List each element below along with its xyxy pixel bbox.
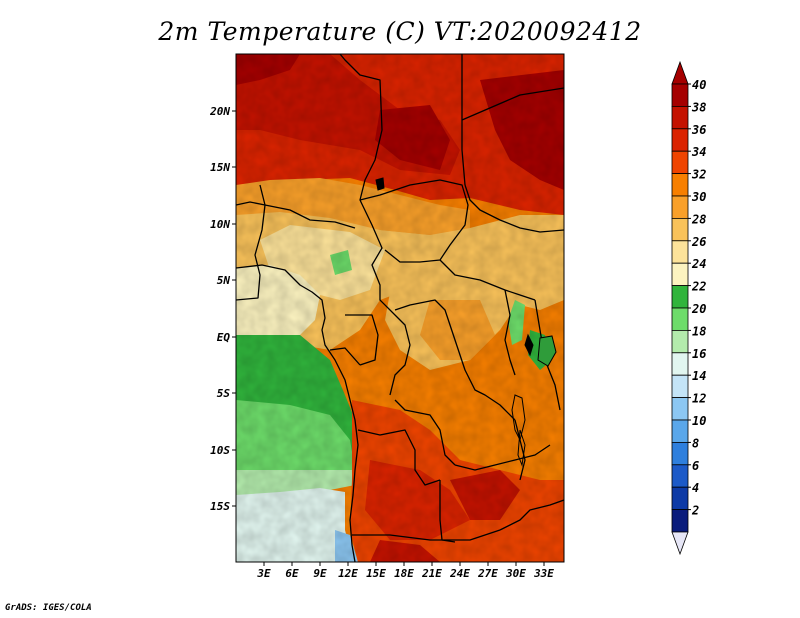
svg-text:33E: 33E xyxy=(533,567,554,580)
lat-label-15n: 15N xyxy=(210,161,236,174)
map-frame xyxy=(235,53,565,563)
lat-label-5n: 5N xyxy=(217,274,236,287)
lon-label-6e: 6E xyxy=(285,562,299,580)
lon-label-21e: 21E xyxy=(421,562,442,580)
colorbar-label: 32 xyxy=(691,168,706,182)
colorbar-swatch xyxy=(671,329,689,354)
colorbar-label: 10 xyxy=(692,414,706,428)
map-title: 2m Temperature (C) VT:2020092412 xyxy=(158,17,642,46)
colorbar-swatch xyxy=(671,509,689,533)
svg-text:20N: 20N xyxy=(209,105,230,118)
svg-text:18E: 18E xyxy=(394,567,414,580)
svg-text:9E: 9E xyxy=(313,567,327,580)
lon-label-18e: 18E xyxy=(394,562,414,580)
colorbar-labels: 40 38 36 34 32 30 28 26 24 22 20 18 16 14 12 10 8 6 4 2 xyxy=(688,78,706,518)
grads-credit: GrADS: IGES/COLA xyxy=(5,603,92,613)
colorbar-label: 12 xyxy=(692,392,706,406)
colorbar-swatch xyxy=(671,486,689,511)
lon-label-33e: 33E xyxy=(533,562,554,580)
lon-label-12e: 12E xyxy=(338,562,358,580)
colorbar-swatch xyxy=(671,240,689,264)
svg-text:5N: 5N xyxy=(217,274,231,287)
colorbar-swatch xyxy=(671,128,689,152)
lat-label-10n: 10N xyxy=(210,218,236,231)
svg-text:10N: 10N xyxy=(210,218,230,231)
lon-label-27e: 27E xyxy=(477,562,498,580)
colorbar-swatch xyxy=(671,217,689,242)
colorbar-label: 20 xyxy=(691,302,706,316)
lon-label-24e: 24E xyxy=(449,562,470,580)
lat-label-eq: EQ xyxy=(217,331,236,344)
colorbar-label: 6 xyxy=(692,459,699,473)
lon-label-3e: 3E xyxy=(256,562,271,580)
colorbar-label: 4 xyxy=(692,481,699,495)
svg-text:15S: 15S xyxy=(210,500,230,513)
colorbar-label: 36 xyxy=(691,123,706,137)
colorbar-label: 28 xyxy=(691,212,706,226)
svg-text:15N: 15N xyxy=(210,161,230,174)
svg-text:30E: 30E xyxy=(505,567,526,580)
colorbar: 40 38 36 34 32 30 28 26 24 22 20 18 16 14 12 10 8 6 4 2 xyxy=(671,60,706,556)
colorbar-label: 34 xyxy=(691,145,706,159)
colorbar-label: 26 xyxy=(691,235,706,249)
colorbar-top-cap xyxy=(671,60,689,85)
svg-text:21E: 21E xyxy=(421,567,442,580)
colorbar-swatch xyxy=(671,150,689,174)
colorbar-swatch xyxy=(671,262,689,287)
svg-text:27E: 27E xyxy=(477,567,498,580)
colorbar-swatch xyxy=(671,173,689,197)
longitude-axis: 3E 6E 9E 12E 15E 18E 21E 24E 27E 30E 33E xyxy=(256,562,554,580)
colorbar-swatch xyxy=(671,83,689,107)
lat-label-5s: 5S xyxy=(217,387,236,400)
colorbar-label: 30 xyxy=(691,190,706,204)
svg-text:3E: 3E xyxy=(256,567,271,580)
colorbar-label: 18 xyxy=(692,324,706,338)
svg-text:12E: 12E xyxy=(338,567,358,580)
svg-text:10S: 10S xyxy=(210,444,230,457)
colorbar-label: 22 xyxy=(691,280,706,294)
svg-text:15E: 15E xyxy=(366,567,386,580)
svg-text:6E: 6E xyxy=(285,567,299,580)
lat-label-15s: 15S xyxy=(210,500,236,513)
colorbar-label: 14 xyxy=(692,369,706,383)
colorbar-label: 8 xyxy=(692,436,699,450)
colorbar-swatch xyxy=(671,419,689,443)
colorbar-label: 24 xyxy=(691,257,706,271)
lat-label-10s: 10S xyxy=(210,444,236,457)
colorbar-swatches xyxy=(671,83,689,533)
temperature-field xyxy=(236,54,564,562)
lon-label-30e: 30E xyxy=(505,562,526,580)
colorbar-label: 40 xyxy=(692,78,706,92)
colorbar-label: 2 xyxy=(691,504,699,518)
colorbar-swatch xyxy=(671,106,689,130)
colorbar-swatch xyxy=(671,285,689,309)
colorbar-swatch xyxy=(671,307,689,331)
colorbar-label: 38 xyxy=(691,100,706,114)
lat-label-20n: 20N xyxy=(209,105,236,118)
svg-text:24E: 24E xyxy=(449,567,470,580)
lon-label-15e: 15E xyxy=(366,562,386,580)
svg-text:EQ: EQ xyxy=(217,331,231,344)
colorbar-swatch xyxy=(671,397,689,421)
colorbar-swatch xyxy=(671,352,689,376)
colorbar-swatch xyxy=(671,195,689,219)
svg-text:5S: 5S xyxy=(217,387,231,400)
colorbar-swatch xyxy=(671,464,689,488)
colorbar-swatch xyxy=(671,374,689,399)
colorbar-bottom-cap xyxy=(671,531,689,556)
latitude-axis: 20N 15N 10N 5N EQ 5S 10S 15S xyxy=(209,105,236,513)
lon-label-9e: 9E xyxy=(313,562,327,580)
colorbar-label: 16 xyxy=(692,347,706,361)
colorbar-swatch xyxy=(671,441,689,466)
